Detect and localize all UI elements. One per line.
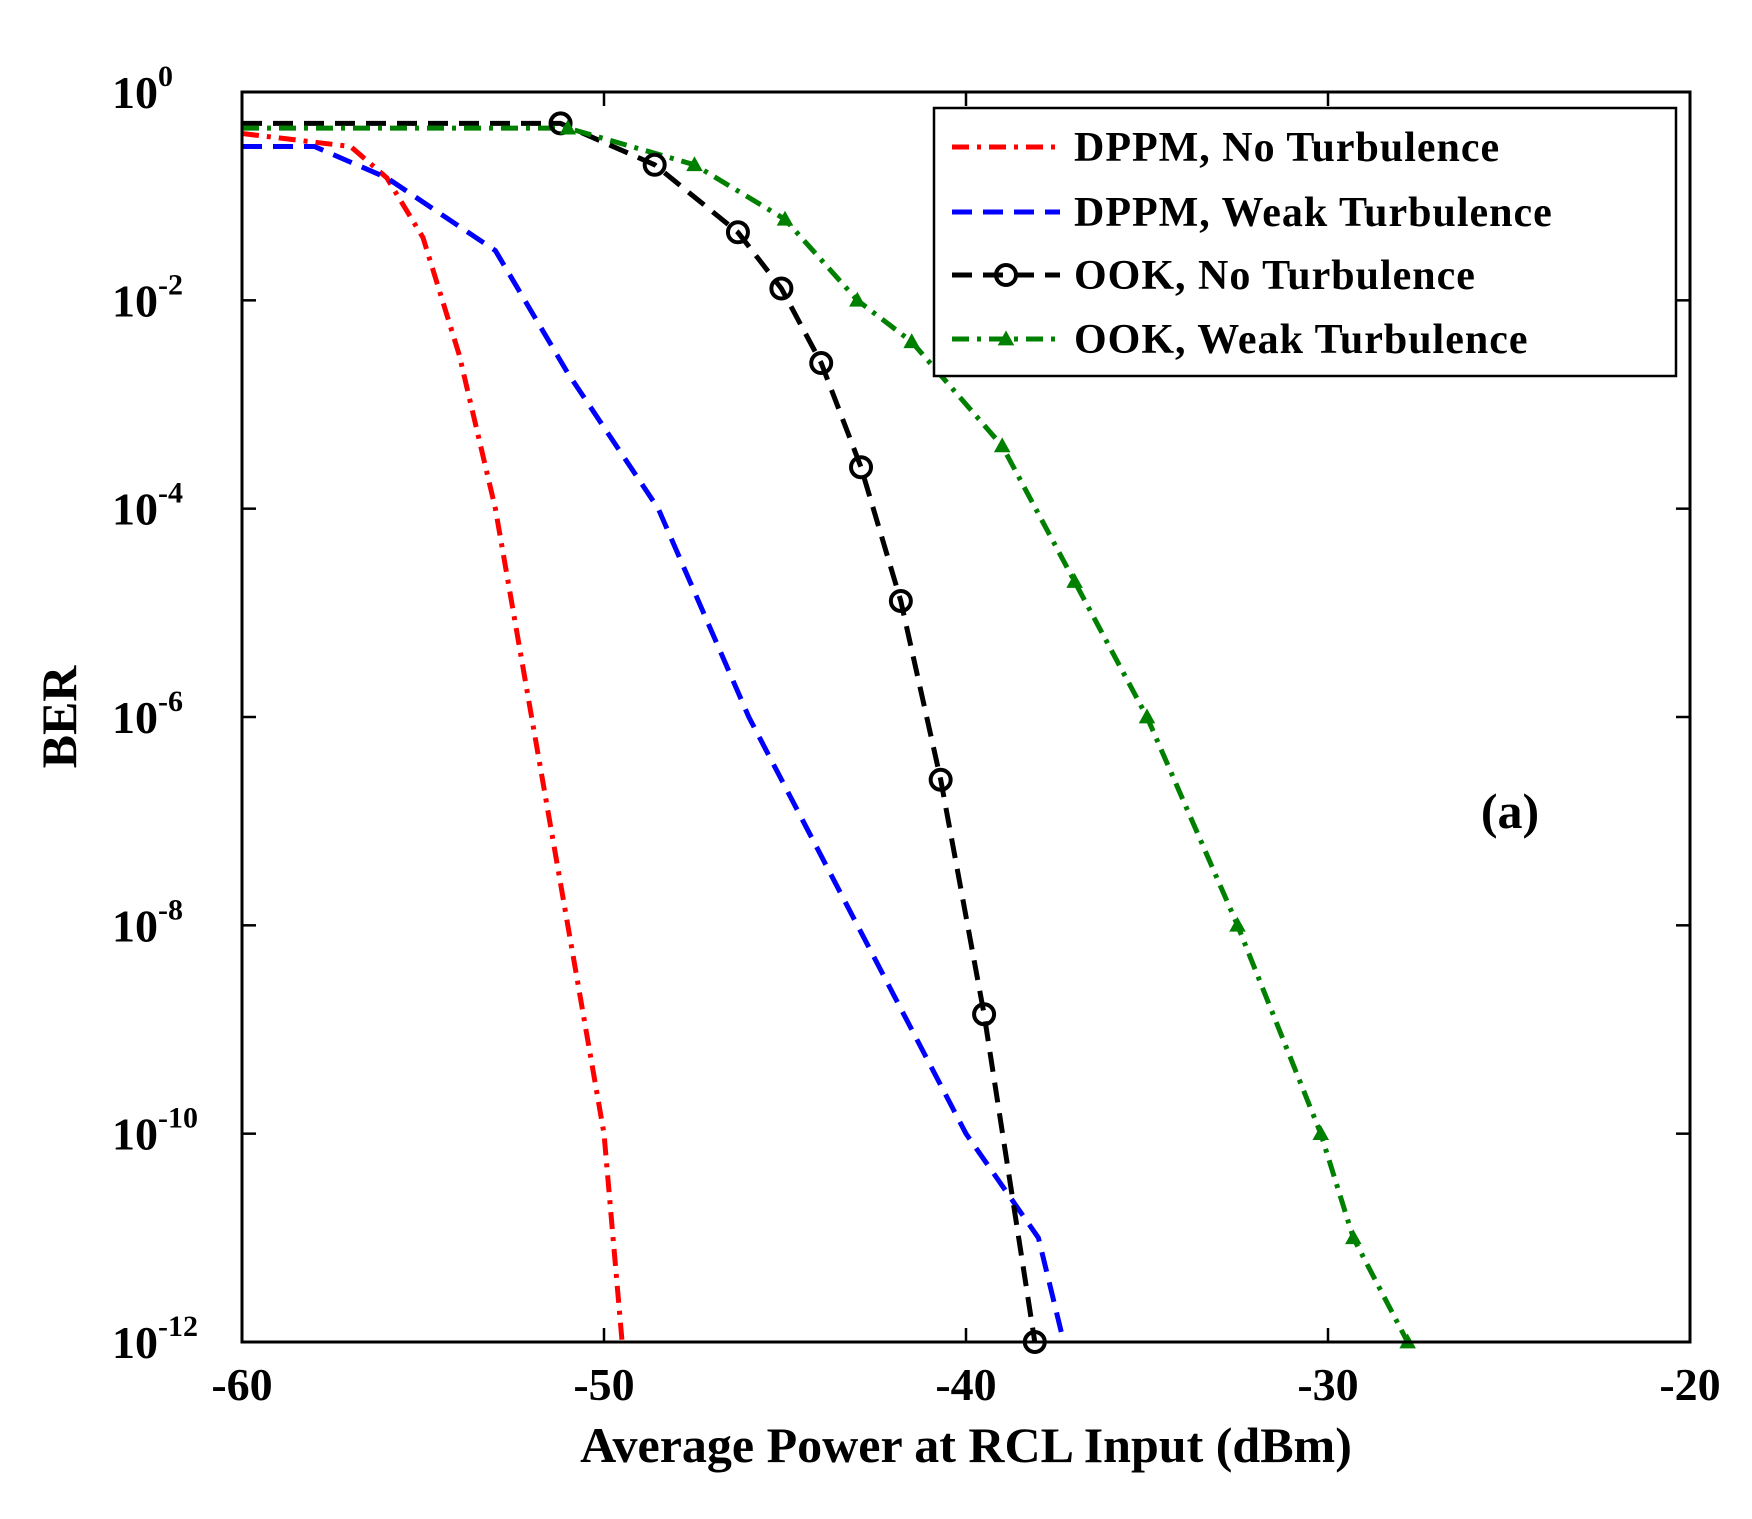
x-tick-label-3: -30 xyxy=(1297,1359,1358,1410)
legend-marker-3 xyxy=(997,330,1015,346)
legend-label-3: OOK, Weak Turbulence xyxy=(1074,317,1529,363)
series-2-point-3 xyxy=(725,220,750,245)
x-tick-label-4: -20 xyxy=(1659,1359,1720,1410)
series-line-0 xyxy=(242,131,625,1342)
tick-layer: -60 -50 -40 -30 -20 100 10-2 10-4 10-6 10-8 10-10 1… xyxy=(112,60,1721,1410)
series-3-point-3 xyxy=(776,210,794,226)
series-3-point-4 xyxy=(849,291,866,307)
y-tick-label-6: 10-12 xyxy=(112,1310,198,1368)
y-tick-label-2: 10-4 xyxy=(112,477,183,535)
legend-label-0: DPPM, No Turbulence xyxy=(1074,125,1500,171)
series-3-point-8 xyxy=(1138,708,1156,724)
legend-box xyxy=(932,106,1678,378)
series-3-point-9 xyxy=(1229,916,1246,932)
y-tick-label-0: 100 xyxy=(112,60,173,118)
series-line-1 xyxy=(242,144,1067,1342)
y-tick-label-5: 10-10 xyxy=(112,1102,198,1160)
series-2-point-9 xyxy=(972,1002,997,1027)
x-tick-label-2: -40 xyxy=(935,1359,996,1410)
series-2-point-2 xyxy=(642,152,667,177)
series-2-point-6 xyxy=(849,455,874,480)
legend-marker-2 xyxy=(994,263,1018,287)
series-2-point-5 xyxy=(809,351,834,376)
x-axis-title: Average Power at RCL Input (dBm) xyxy=(580,1417,1352,1473)
legend-label-1: DPPM, Weak Turbulence xyxy=(1074,190,1553,236)
legend-label-2: OOK, No Turbulence xyxy=(1074,253,1476,299)
x-tick-label-0: -60 xyxy=(211,1359,272,1410)
series-3-point-11 xyxy=(1345,1229,1362,1245)
series-3-point-1 xyxy=(559,119,577,135)
series-2-point-8 xyxy=(928,767,953,792)
series-2-point-7 xyxy=(888,588,913,613)
legend: DPPM, No Turbulence DPPM, Weak Turbulence… xyxy=(932,106,1678,378)
y-tick-label-4: 10-8 xyxy=(112,893,183,951)
series-3-point-5 xyxy=(903,333,920,349)
y-axis-title: BER xyxy=(31,665,87,769)
series-3-point-6 xyxy=(993,437,1011,453)
series-2-point-4 xyxy=(769,276,794,301)
x-tick-label-1: -50 xyxy=(573,1359,634,1410)
series-3-point-7 xyxy=(1066,572,1083,588)
y-tick-label-3: 10-6 xyxy=(112,685,183,743)
series-3-point-10 xyxy=(1312,1125,1330,1141)
y-tick-label-1: 10-2 xyxy=(112,268,183,326)
panel-annotation: (a) xyxy=(1481,783,1539,839)
marker-layer xyxy=(548,111,1416,1354)
series-3-point-2 xyxy=(686,156,703,172)
series-line-2 xyxy=(242,120,1038,1342)
